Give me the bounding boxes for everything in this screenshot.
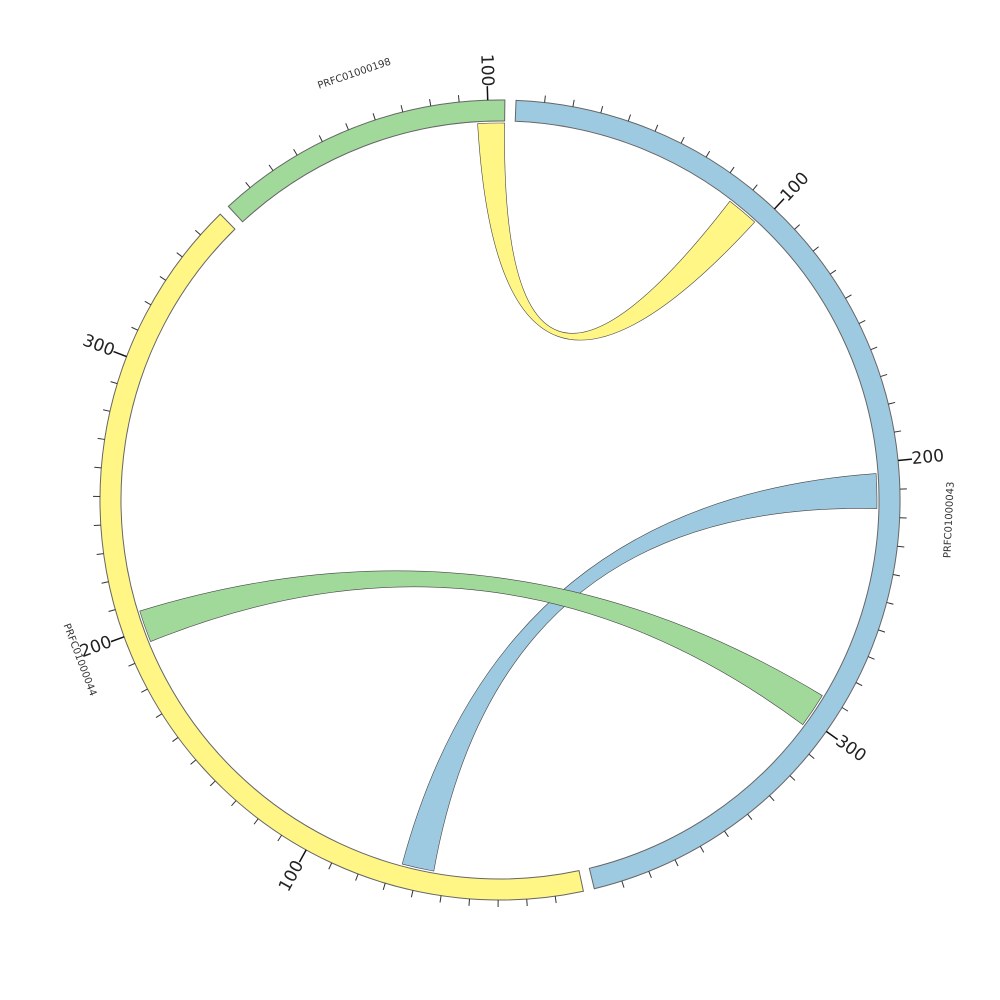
- segment-PRFC01000043: [514, 99, 901, 890]
- tick-PRFC01000043-250: [886, 601, 894, 605]
- tick-label-PRFC01000044-300: 300: [80, 331, 117, 361]
- tick-PRFC01000044-90: [328, 862, 333, 870]
- tick-PRFC01000043-110: [794, 224, 801, 230]
- tick-PRFC01000044-160: [172, 737, 179, 742]
- segment-PRFC01000198: [227, 99, 506, 223]
- tick-PRFC01000043-380: [648, 871, 652, 878]
- tick-PRFC01000198-80: [429, 99, 432, 107]
- tick-PRFC01000043-50: [654, 124, 659, 132]
- tick-PRFC01000043-370: [674, 859, 679, 867]
- major-tick-PRFC01000043-300: [825, 730, 839, 741]
- tick-PRFC01000043-20: [572, 99, 575, 107]
- tick-PRFC01000043-80: [729, 166, 735, 174]
- tick-PRFC01000043-150: [858, 320, 866, 324]
- tick-PRFC01000044-40: [468, 898, 471, 906]
- tick-PRFC01000044-10: [554, 896, 557, 904]
- segment-label-PRFC01000198: PRFC01000198: [316, 57, 392, 92]
- ribbons-layer: [139, 122, 878, 872]
- tick-PRFC01000044-320: [144, 300, 152, 306]
- tick-PRFC01000044-170: [155, 713, 163, 718]
- tick-PRFC01000044-310: [131, 326, 139, 331]
- major-tick-PRFC01000044-100: [298, 849, 307, 863]
- tick-PRFC01000043-120: [812, 246, 819, 252]
- tick-PRFC01000044-130: [231, 800, 237, 807]
- tick-label-PRFC01000043-200: 200: [911, 446, 945, 469]
- tick-PRFC01000198-20: [268, 164, 274, 171]
- tick-PRFC01000044-110: [277, 834, 283, 842]
- major-tick-PRFC01000043-200: [897, 458, 913, 462]
- tick-PRFC01000198-70: [400, 105, 404, 113]
- major-tick-PRFC01000044-300: [113, 350, 127, 358]
- tick-PRFC01000043-140: [845, 294, 852, 299]
- tick-PRFC01000044-220: [101, 581, 109, 584]
- major-tick-PRFC01000044-200: [110, 636, 125, 643]
- major-tick-PRFC01000043-100: [773, 198, 785, 210]
- tick-PRFC01000043-30: [600, 106, 604, 114]
- ticks-layer: [93, 86, 913, 908]
- tick-PRFC01000043-330: [769, 795, 775, 802]
- tick-PRFC01000043-270: [867, 656, 875, 660]
- tick-PRFC01000044-70: [382, 883, 386, 891]
- tick-PRFC01000043-10: [544, 95, 546, 103]
- tick-label-PRFC01000198-100: 100: [476, 54, 497, 87]
- tick-PRFC01000043-240: [892, 574, 900, 577]
- tick-PRFC01000198-40: [318, 135, 323, 142]
- tick-PRFC01000044-140: [209, 780, 216, 787]
- segment-label-PRFC01000044: PRFC01000044: [61, 622, 99, 698]
- tick-PRFC01000044-190: [128, 662, 136, 667]
- segments-layer: [99, 99, 901, 901]
- labels-layer: 100200300PRFC01000043100200300PRFC010000…: [61, 54, 957, 896]
- tick-PRFC01000044-270: [97, 437, 105, 440]
- tick-PRFC01000044-150: [190, 759, 197, 765]
- tick-PRFC01000043-280: [855, 682, 863, 687]
- tick-PRFC01000198-10: [245, 181, 251, 189]
- tick-PRFC01000044-120: [253, 818, 259, 825]
- link-PRFC01000198-PRFC01000043: [477, 122, 756, 341]
- tick-PRFC01000044-340: [176, 252, 183, 258]
- tick-PRFC01000043-60: [680, 136, 685, 144]
- tick-PRFC01000044-290: [110, 381, 118, 385]
- tick-PRFC01000044-230: [96, 553, 104, 556]
- tick-PRFC01000043-160: [870, 346, 878, 351]
- tick-PRFC01000044-280: [103, 409, 111, 412]
- tick-PRFC01000043-180: [888, 401, 896, 405]
- link-PRFC01000043-PRFC01000044: [401, 473, 878, 872]
- tick-PRFC01000044-210: [108, 609, 116, 612]
- tick-PRFC01000198-60: [372, 113, 376, 121]
- tick-PRFC01000043-190: [894, 430, 902, 433]
- tick-PRFC01000043-320: [789, 775, 796, 781]
- tick-PRFC01000043-260: [878, 629, 886, 633]
- tick-PRFC01000198-50: [345, 123, 349, 131]
- tick-PRFC01000043-360: [699, 846, 705, 853]
- link-PRFC01000043-PRFC01000044: [139, 570, 823, 726]
- tick-PRFC01000043-70: [705, 150, 711, 158]
- tick-PRFC01000043-310: [808, 753, 815, 759]
- tick-PRFC01000044-180: [141, 688, 148, 693]
- tick-PRFC01000044-50: [439, 895, 442, 903]
- tick-PRFC01000043-230: [897, 545, 905, 548]
- tick-label-PRFC01000044-100: 100: [275, 857, 308, 895]
- segment-PRFC01000044: [99, 213, 585, 901]
- tick-PRFC01000043-170: [880, 373, 888, 378]
- tick-PRFC01000044-330: [159, 276, 167, 281]
- tick-PRFC01000043-40: [627, 114, 632, 122]
- tick-PRFC01000044-60: [410, 890, 414, 898]
- tick-PRFC01000198-90: [457, 95, 460, 103]
- tick-PRFC01000043-390: [621, 880, 625, 888]
- tick-PRFC01000043-130: [829, 269, 837, 275]
- tick-PRFC01000044-350: [194, 229, 201, 236]
- tick-PRFC01000198-30: [293, 148, 298, 156]
- tick-PRFC01000043-290: [841, 707, 849, 712]
- tick-PRFC01000044-260: [94, 466, 102, 469]
- tick-PRFC01000043-350: [724, 830, 729, 838]
- tick-PRFC01000043-90: [752, 184, 758, 191]
- tick-label-PRFC01000043-300: 300: [832, 731, 870, 766]
- segment-label-PRFC01000043: PRFC01000043: [942, 481, 956, 558]
- tick-PRFC01000044-80: [355, 873, 359, 881]
- tick-PRFC01000043-340: [747, 813, 753, 820]
